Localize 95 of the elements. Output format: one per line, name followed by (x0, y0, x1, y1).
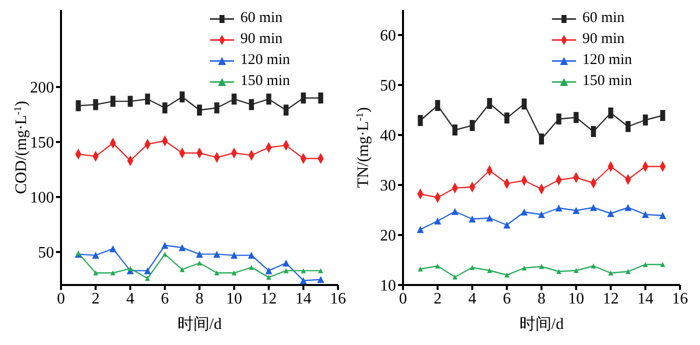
point (145, 276, 150, 281)
point (318, 268, 324, 274)
point (487, 268, 492, 273)
point (451, 208, 458, 215)
point (486, 214, 494, 222)
x-tick-label: 2 (434, 290, 442, 308)
y-tick-label: 150 (30, 134, 54, 152)
x-tick-label: 10 (226, 290, 242, 308)
point (590, 204, 597, 211)
x-tick-label: 12 (260, 290, 277, 308)
point (232, 270, 237, 276)
x-axis-title: 时间/d (519, 315, 564, 333)
point (452, 274, 458, 280)
x-tick-label: 4 (126, 290, 134, 308)
point (418, 266, 423, 272)
legend-label: 90 min (582, 30, 624, 49)
x-tick-label: 0 (57, 290, 65, 308)
x-tick-label: 6 (502, 290, 511, 308)
y-tick-label: 50 (380, 78, 396, 95)
y-tick-label: 50 (38, 244, 54, 262)
x-axis-title: 时间/d (177, 315, 222, 333)
point (607, 210, 614, 217)
point (230, 252, 238, 259)
point (556, 269, 562, 274)
y-tick-label: 40 (380, 128, 396, 145)
point (642, 262, 648, 267)
x-tick-label: 2 (92, 290, 100, 308)
point (162, 252, 168, 257)
point (520, 208, 528, 216)
legend-label: 120 min (240, 51, 290, 70)
point (522, 266, 527, 270)
point (248, 252, 255, 259)
point (572, 207, 580, 214)
point (555, 204, 562, 212)
point (608, 270, 614, 276)
point (504, 272, 510, 278)
point (470, 265, 475, 270)
point (284, 268, 289, 274)
point (435, 264, 440, 268)
x-tick-label: 6 (160, 290, 169, 308)
point (538, 211, 545, 218)
point (660, 262, 666, 267)
point (300, 277, 307, 284)
point (317, 276, 324, 283)
point (626, 269, 631, 274)
y-tick-label: 200 (30, 80, 54, 97)
x-tick-label: 10 (568, 290, 584, 308)
point (178, 244, 186, 252)
x-tick-label: 16 (330, 290, 346, 308)
point (624, 204, 632, 211)
legend-label: 120 min (582, 51, 632, 70)
point (196, 250, 203, 258)
point (282, 260, 290, 266)
y-tick-label: 100 (30, 190, 54, 207)
legend-label: 90 min (240, 30, 282, 49)
x-tick-label: 16 (672, 290, 688, 308)
point (180, 267, 185, 272)
point (161, 242, 168, 249)
point (93, 270, 98, 276)
point (128, 266, 133, 271)
y-tick-label: 20 (380, 228, 396, 245)
point (92, 252, 100, 259)
point (468, 216, 476, 222)
point (214, 270, 220, 276)
legend-label: 150 min (240, 72, 290, 91)
point (434, 218, 442, 224)
point (109, 245, 116, 252)
y-tick-label: 30 (380, 178, 396, 195)
x-tick-label: 14 (295, 290, 312, 308)
point (213, 250, 220, 258)
point (300, 268, 306, 274)
point (642, 211, 649, 218)
legend-label: 150 min (582, 72, 632, 91)
point (574, 268, 579, 273)
point (539, 264, 544, 269)
y-tick-label: 10 (380, 278, 396, 295)
point (265, 267, 272, 274)
point (590, 264, 596, 268)
legend-label: 60 min (240, 9, 282, 28)
legend-label: 60 min (582, 9, 624, 28)
y-tick-label: 60 (380, 28, 396, 45)
x-tick-label: 14 (637, 290, 654, 308)
x-tick-label: 8 (538, 290, 546, 308)
point (248, 264, 254, 270)
x-tick-label: 8 (196, 290, 204, 308)
x-tick-label: 0 (399, 290, 407, 308)
point (144, 267, 152, 274)
point (266, 274, 272, 280)
point (503, 222, 510, 228)
x-tick-label: 4 (468, 290, 476, 308)
x-tick-label: 12 (602, 290, 619, 308)
point (197, 260, 202, 266)
point (416, 226, 424, 233)
point (659, 212, 666, 219)
point (110, 270, 116, 276)
